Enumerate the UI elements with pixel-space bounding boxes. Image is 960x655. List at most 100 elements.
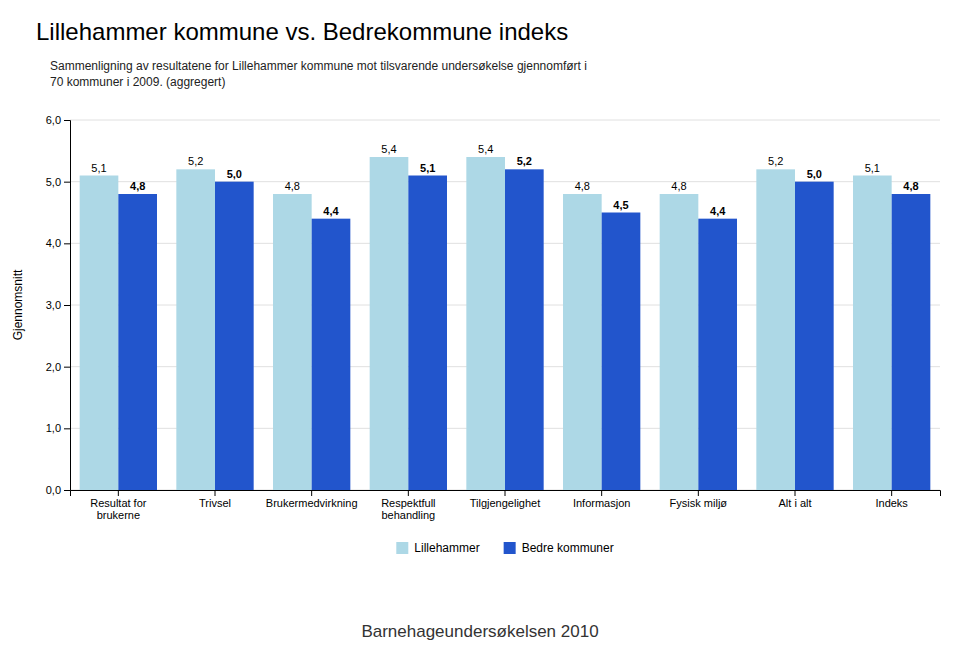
x-tick: Tilgjengelighet [470,490,541,509]
y-tick: 1,0 [46,422,70,434]
y-tick-mark [64,428,70,429]
data-label: 4,4 [323,205,339,217]
x-axis-line [71,491,941,497]
bar [118,194,157,490]
x-tick-mark [408,490,409,496]
y-tick-label: 0,0 [46,484,61,496]
bar [215,182,254,490]
bar [892,194,931,490]
y-tick-mark [64,243,70,244]
y-tick-mark [64,367,70,368]
x-tick-mark [891,490,892,496]
y-tick-label: 3,0 [46,299,61,311]
x-tick: Indeks [875,490,908,509]
x-tick-label: Resultat forbrukerne [90,497,147,522]
data-label: 4,5 [613,199,628,211]
x-tick: Alt i alt [778,490,811,509]
x-tick-mark [215,490,216,496]
x-tick-mark [698,490,699,496]
x-tick: Resultat forbrukerne [90,490,147,521]
grid-line [70,120,940,121]
y-axis: 0,0 1,0 2,0 3,0 4,0 5,0 6,0 [46,114,71,496]
y-axis-title: Gjennomsnitt [11,269,25,340]
data-labels: 5,1 5,2 4,8 5,4 5,4 4,8 4,8 5,2 5,1 4,8 5,0 4,4 5,1 5… [91,143,918,217]
x-axis: Resultat forbrukerne Trivsel Brukermedvirk… [71,490,941,521]
data-label: 5,1 [420,162,435,174]
y-tick-mark [64,305,70,306]
subtitle: Sammenligning av resultatene for Lilleha… [50,59,587,89]
data-label: 5,2 [517,155,532,167]
x-tick: Fysisk miljø [670,490,728,509]
x-tick-label: Tilgjengelighet [470,497,541,509]
y-axis-line [64,121,71,491]
x-tick-mark [601,490,602,496]
y-tick-label: 5,0 [46,176,61,188]
data-label: 5,1 [91,162,106,174]
bar [466,157,505,490]
grid [70,120,940,490]
y-tick-label: 2,0 [46,361,61,373]
plot: 5,1 5,2 4,8 5,4 5,4 4,8 4,8 5,2 5,1 4,8 5,0 4,4 5,1 5… [46,114,941,521]
legend-swatch [396,542,408,554]
bar [795,182,834,490]
chart: Lillehammer kommune vs. Bedrekommune ind… [0,0,960,655]
data-label: 5,2 [188,155,203,167]
y-tick: 0,0 [46,484,70,496]
legend-swatch [504,542,516,554]
x-tick-mark [118,490,119,496]
bar [312,219,351,490]
y-tick-mark [64,182,70,183]
x-tick-label: Respektfullbehandling [381,497,435,522]
bar [273,194,312,490]
x-tick-label: Brukermedvirkning [266,497,358,509]
x-tick: Brukermedvirkning [266,490,358,509]
bar [370,157,409,490]
data-label: 4,8 [130,180,145,192]
data-label: 4,8 [671,180,686,192]
y-tick-label: 6,0 [46,114,61,126]
data-label: 4,8 [903,180,918,192]
legend-label: Bedre kommuner [522,541,614,555]
data-label: 5,4 [478,143,493,155]
y-tick: 6,0 [46,114,70,126]
bar [563,194,602,490]
data-label: 5,0 [807,168,822,180]
x-tick-mark [795,490,796,496]
footer: Barnehageundersøkelsen 2010 [361,622,598,641]
bar [756,169,795,490]
x-tick: Respektfullbehandling [381,490,435,521]
legend-item: Bedre kommuner [504,541,614,555]
y-tick-label: 4,0 [46,237,61,249]
data-label: 5,0 [227,168,242,180]
title: Lillehammer kommune vs. Bedrekommune ind… [36,18,568,45]
data-label: 5,4 [381,143,396,155]
bar [505,169,544,490]
bar [80,176,119,491]
legend: Lillehammer Bedre kommuner [396,541,613,555]
x-tick-mark [311,490,312,496]
x-tick: Informasjon [573,490,630,509]
x-tick-mark [505,490,506,496]
x-tick-label: Fysisk miljø [670,497,728,509]
legend-item: Lillehammer [396,541,479,555]
bar [853,176,892,491]
x-tick-label: Indeks [875,497,908,509]
bar [602,213,641,491]
data-label: 5,1 [865,162,880,174]
data-label: 4,4 [710,205,726,217]
y-tick: 3,0 [46,299,70,311]
y-tick-label: 1,0 [46,422,61,434]
data-label: 4,8 [285,180,300,192]
y-tick-mark [64,120,70,121]
x-tick: Trivsel [199,490,231,509]
bar [176,169,215,490]
bars [80,157,931,490]
x-tick-label: Informasjon [573,497,630,509]
data-label: 5,2 [768,155,783,167]
y-tick: 4,0 [46,237,70,249]
bar [408,176,447,491]
bar [660,194,699,490]
x-tick-label: Trivsel [199,497,231,509]
y-tick-mark [64,490,70,491]
y-tick: 2,0 [46,361,70,373]
